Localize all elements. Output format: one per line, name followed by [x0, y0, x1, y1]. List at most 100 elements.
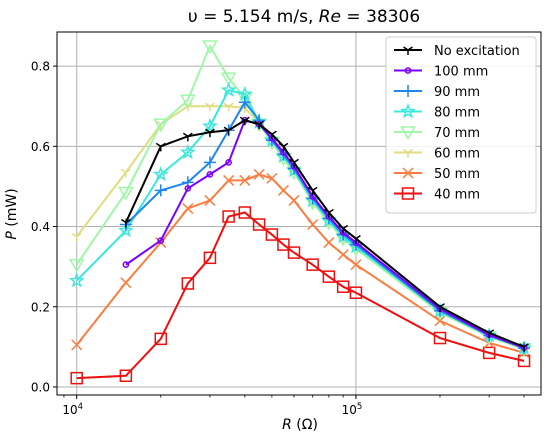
data-point: [433, 331, 447, 345]
data-point: [323, 237, 335, 249]
series-line: [75, 43, 525, 350]
legend-label: No excitation: [434, 44, 520, 59]
data-point: [120, 168, 131, 178]
legend-item: 90 mm: [394, 85, 480, 100]
data-point: [118, 186, 134, 201]
legend-item: 60 mm: [394, 147, 480, 162]
series-line: [125, 119, 525, 349]
y-tick-label: 0.6: [31, 140, 50, 154]
data-point: [203, 156, 216, 169]
data-point: [182, 132, 193, 142]
data-point: [68, 272, 85, 288]
data-point: [120, 218, 131, 228]
data-point: [266, 172, 278, 184]
data-point: [350, 259, 362, 271]
data-point: [338, 224, 349, 234]
data-point: [322, 270, 336, 283]
legend-item: 80 mm: [394, 103, 480, 121]
data-point: [122, 261, 130, 268]
legend-marker: [400, 126, 416, 141]
data-point: [277, 184, 289, 196]
data-point: [266, 130, 277, 140]
series-6: [71, 168, 530, 359]
data-point: [71, 232, 82, 242]
data-point: [253, 168, 265, 180]
x-tick-label-exponent: 4: [78, 402, 83, 412]
x-tick-label-base: 10: [62, 403, 77, 417]
data-point: [203, 251, 217, 265]
data-point: [435, 303, 445, 312]
data-point: [180, 94, 196, 109]
y-axis: 0.0 0.2 0.4 0.6 0.8: [31, 60, 57, 394]
data-point: [287, 246, 301, 259]
data-point: [254, 120, 265, 130]
legend-marker: [402, 167, 414, 179]
y-tick-label: 0.2: [31, 300, 50, 314]
data-point: [70, 371, 83, 385]
data-point: [349, 286, 363, 299]
x-tick-label: 105: [342, 402, 363, 417]
series-7: [70, 206, 531, 385]
x-tick-label-exponent: 5: [357, 402, 362, 412]
legend-item: No excitation: [394, 44, 520, 59]
data-point: [239, 174, 251, 186]
data-point: [205, 102, 215, 112]
y-tick-label: 0.4: [31, 220, 50, 234]
legend-label: 100 mm: [434, 65, 488, 80]
data-point: [265, 228, 279, 241]
data-point: [289, 158, 299, 168]
legend-item: 100 mm: [394, 65, 488, 80]
data-point: [223, 102, 234, 112]
legend-marker: [402, 85, 414, 97]
data-point: [120, 277, 132, 289]
data-point: [323, 208, 334, 218]
data-point: [179, 143, 196, 160]
legend-marker: [403, 148, 413, 158]
data-point: [202, 40, 218, 55]
legend-label: 60 mm: [434, 147, 480, 162]
data-point: [152, 118, 169, 133]
grid: [57, 32, 541, 395]
data-point: [220, 81, 237, 97]
data-point: [223, 174, 235, 186]
data-point: [71, 339, 83, 351]
data-point: [307, 218, 319, 231]
data-point: [336, 280, 350, 293]
plot-frame: [56, 31, 542, 396]
data-point: [252, 218, 266, 231]
series-0: [120, 116, 529, 352]
series-line: [76, 211, 525, 380]
data-point: [238, 206, 252, 219]
data-point: [225, 159, 232, 166]
data-point: [201, 117, 218, 134]
series-line: [75, 173, 525, 354]
legend-marker: [400, 103, 416, 119]
legend-label: 40 mm: [434, 188, 480, 203]
x-axis-label: R (Ω): [282, 417, 318, 433]
data-point: [482, 346, 496, 360]
data-point: [307, 186, 318, 196]
data-point: [306, 258, 319, 271]
data-point: [238, 96, 251, 109]
x-axis: 104 105: [62, 395, 525, 417]
data-point: [181, 277, 195, 290]
data-point: [157, 237, 165, 244]
x-tick-label: 104: [62, 402, 83, 417]
legend-marker: [404, 67, 412, 74]
legend-label: 50 mm: [434, 167, 480, 182]
data-point: [68, 258, 85, 273]
data-point: [220, 72, 237, 87]
data-point: [154, 184, 167, 197]
data-point: [184, 185, 192, 192]
data-point: [155, 142, 166, 152]
legend-marker: [403, 46, 413, 55]
data-point: [154, 332, 168, 346]
data-point: [223, 126, 234, 136]
data-point: [205, 128, 215, 138]
y-tick-label: 0.8: [31, 60, 50, 74]
data-point: [288, 194, 300, 206]
data-point: [278, 142, 289, 152]
data-point: [519, 343, 529, 352]
data-point: [337, 249, 349, 261]
